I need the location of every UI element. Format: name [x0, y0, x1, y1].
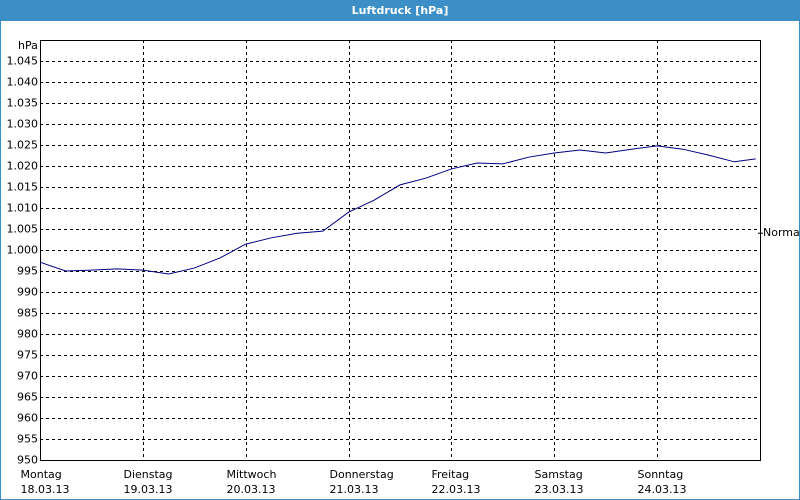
y-tick-label: 970	[17, 370, 38, 383]
x-tick-date: 20.03.13	[227, 483, 276, 496]
y-tick-label: 975	[17, 349, 38, 362]
x-tick-date: 18.03.13	[21, 483, 70, 496]
y-tick-label: 985	[17, 307, 38, 320]
x-tick-label: Dienstag	[124, 468, 173, 481]
x-tick-label: Sonntag	[638, 468, 684, 481]
x-tick-label: Mittwoch	[227, 468, 277, 481]
y-tick-label: 1.015	[7, 181, 39, 194]
y-tick-label: 1.010	[7, 202, 39, 215]
y-tick-label: 1.030	[7, 118, 39, 131]
x-tick-label: Freitag	[432, 468, 470, 481]
y-tick-label: 1.005	[7, 223, 39, 236]
y-tick-label: 1.045	[7, 55, 39, 68]
chart-title: Luftdruck [hPa]	[352, 4, 449, 17]
x-tick-label: Samstag	[535, 468, 583, 481]
y-unit: hPa	[18, 39, 38, 52]
y-tick-label: 1.035	[7, 97, 39, 110]
annotation: Normal	[763, 226, 800, 239]
y-tick-label: 1.025	[7, 139, 39, 152]
y-tick-label: 1.000	[7, 244, 39, 257]
y-tick-label: 1.040	[7, 76, 39, 89]
x-tick-label: Donnerstag	[330, 468, 394, 481]
y-tick-label: 980	[17, 328, 38, 341]
title-bar	[0, 0, 800, 21]
y-tick-label: 965	[17, 391, 38, 404]
y-tick-label: 960	[17, 412, 38, 425]
series-line	[39, 145, 756, 275]
y-tick-label: 990	[17, 286, 38, 299]
x-tick-date: 21.03.13	[330, 483, 379, 496]
x-tick-date: 23.03.13	[535, 483, 584, 496]
x-tick-date: 24.03.13	[638, 483, 687, 496]
y-tick-label: 955	[17, 433, 38, 446]
y-tick-label: 950	[17, 454, 38, 467]
y-tick-label: 1.020	[7, 160, 39, 173]
y-tick-label: 995	[17, 265, 38, 278]
x-tick-date: 22.03.13	[432, 483, 481, 496]
x-tick-label: Montag	[21, 468, 62, 481]
x-tick-date: 19.03.13	[124, 483, 173, 496]
